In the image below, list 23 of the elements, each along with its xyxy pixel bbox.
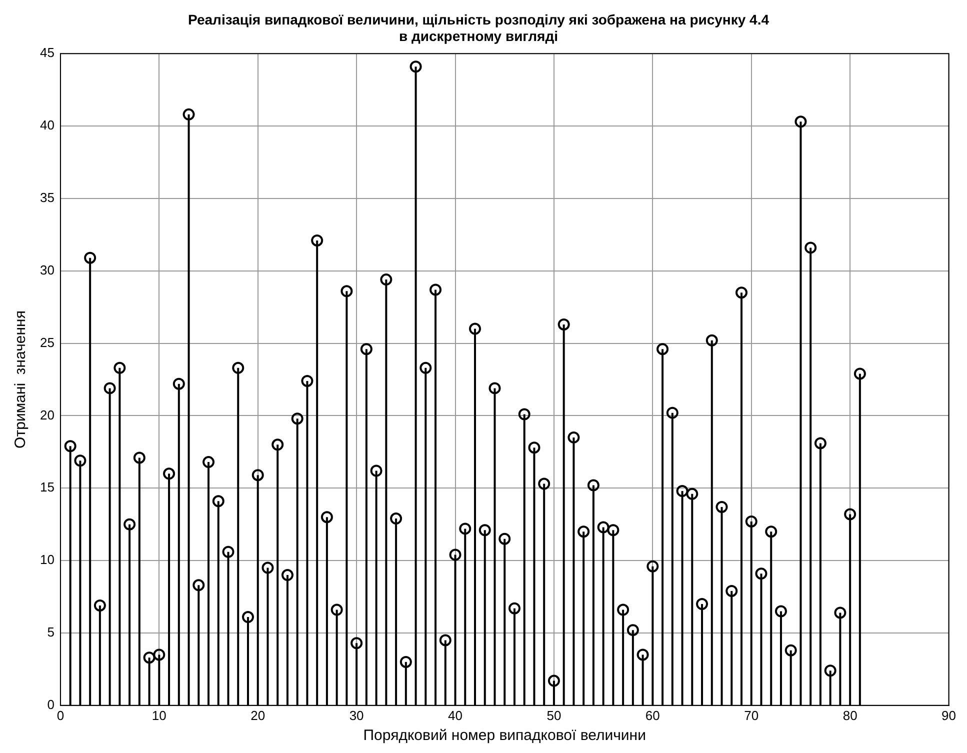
x-tick-label: 30 [349, 708, 364, 723]
x-tick-label: 80 [842, 708, 858, 723]
y-tick-label: 20 [40, 407, 54, 422]
x-tick-label: 0 [56, 708, 64, 723]
y-tick-label: 5 [47, 624, 54, 640]
y-tick-label: 10 [40, 552, 54, 568]
x-tick-label: 60 [645, 708, 660, 723]
y-axis-title: Отримані значення [12, 310, 30, 448]
x-tick-label: 50 [546, 708, 562, 723]
y-tick-label: 15 [40, 480, 54, 495]
y-tick-label: 35 [40, 190, 54, 206]
y-tick-label: 40 [40, 118, 54, 133]
x-tick-label: 20 [250, 708, 266, 723]
x-tick-label: 10 [152, 708, 166, 723]
x-tick-label: 40 [448, 708, 462, 723]
x-tick-label: 70 [744, 708, 759, 723]
y-tick-label: 45 [40, 45, 54, 60]
y-tick-label: 30 [40, 262, 54, 278]
y-tick-label: 25 [40, 334, 54, 350]
y-tick-label: 0 [47, 696, 54, 712]
x-axis-title: Порядковий номер випадкової величини [363, 727, 646, 744]
chart-title: Реалізація випадкової величини, щільність розподілу які зображена на рисунку 4.4 в дискретному вигляді [188, 11, 770, 44]
x-tick-label: 90 [942, 708, 956, 723]
